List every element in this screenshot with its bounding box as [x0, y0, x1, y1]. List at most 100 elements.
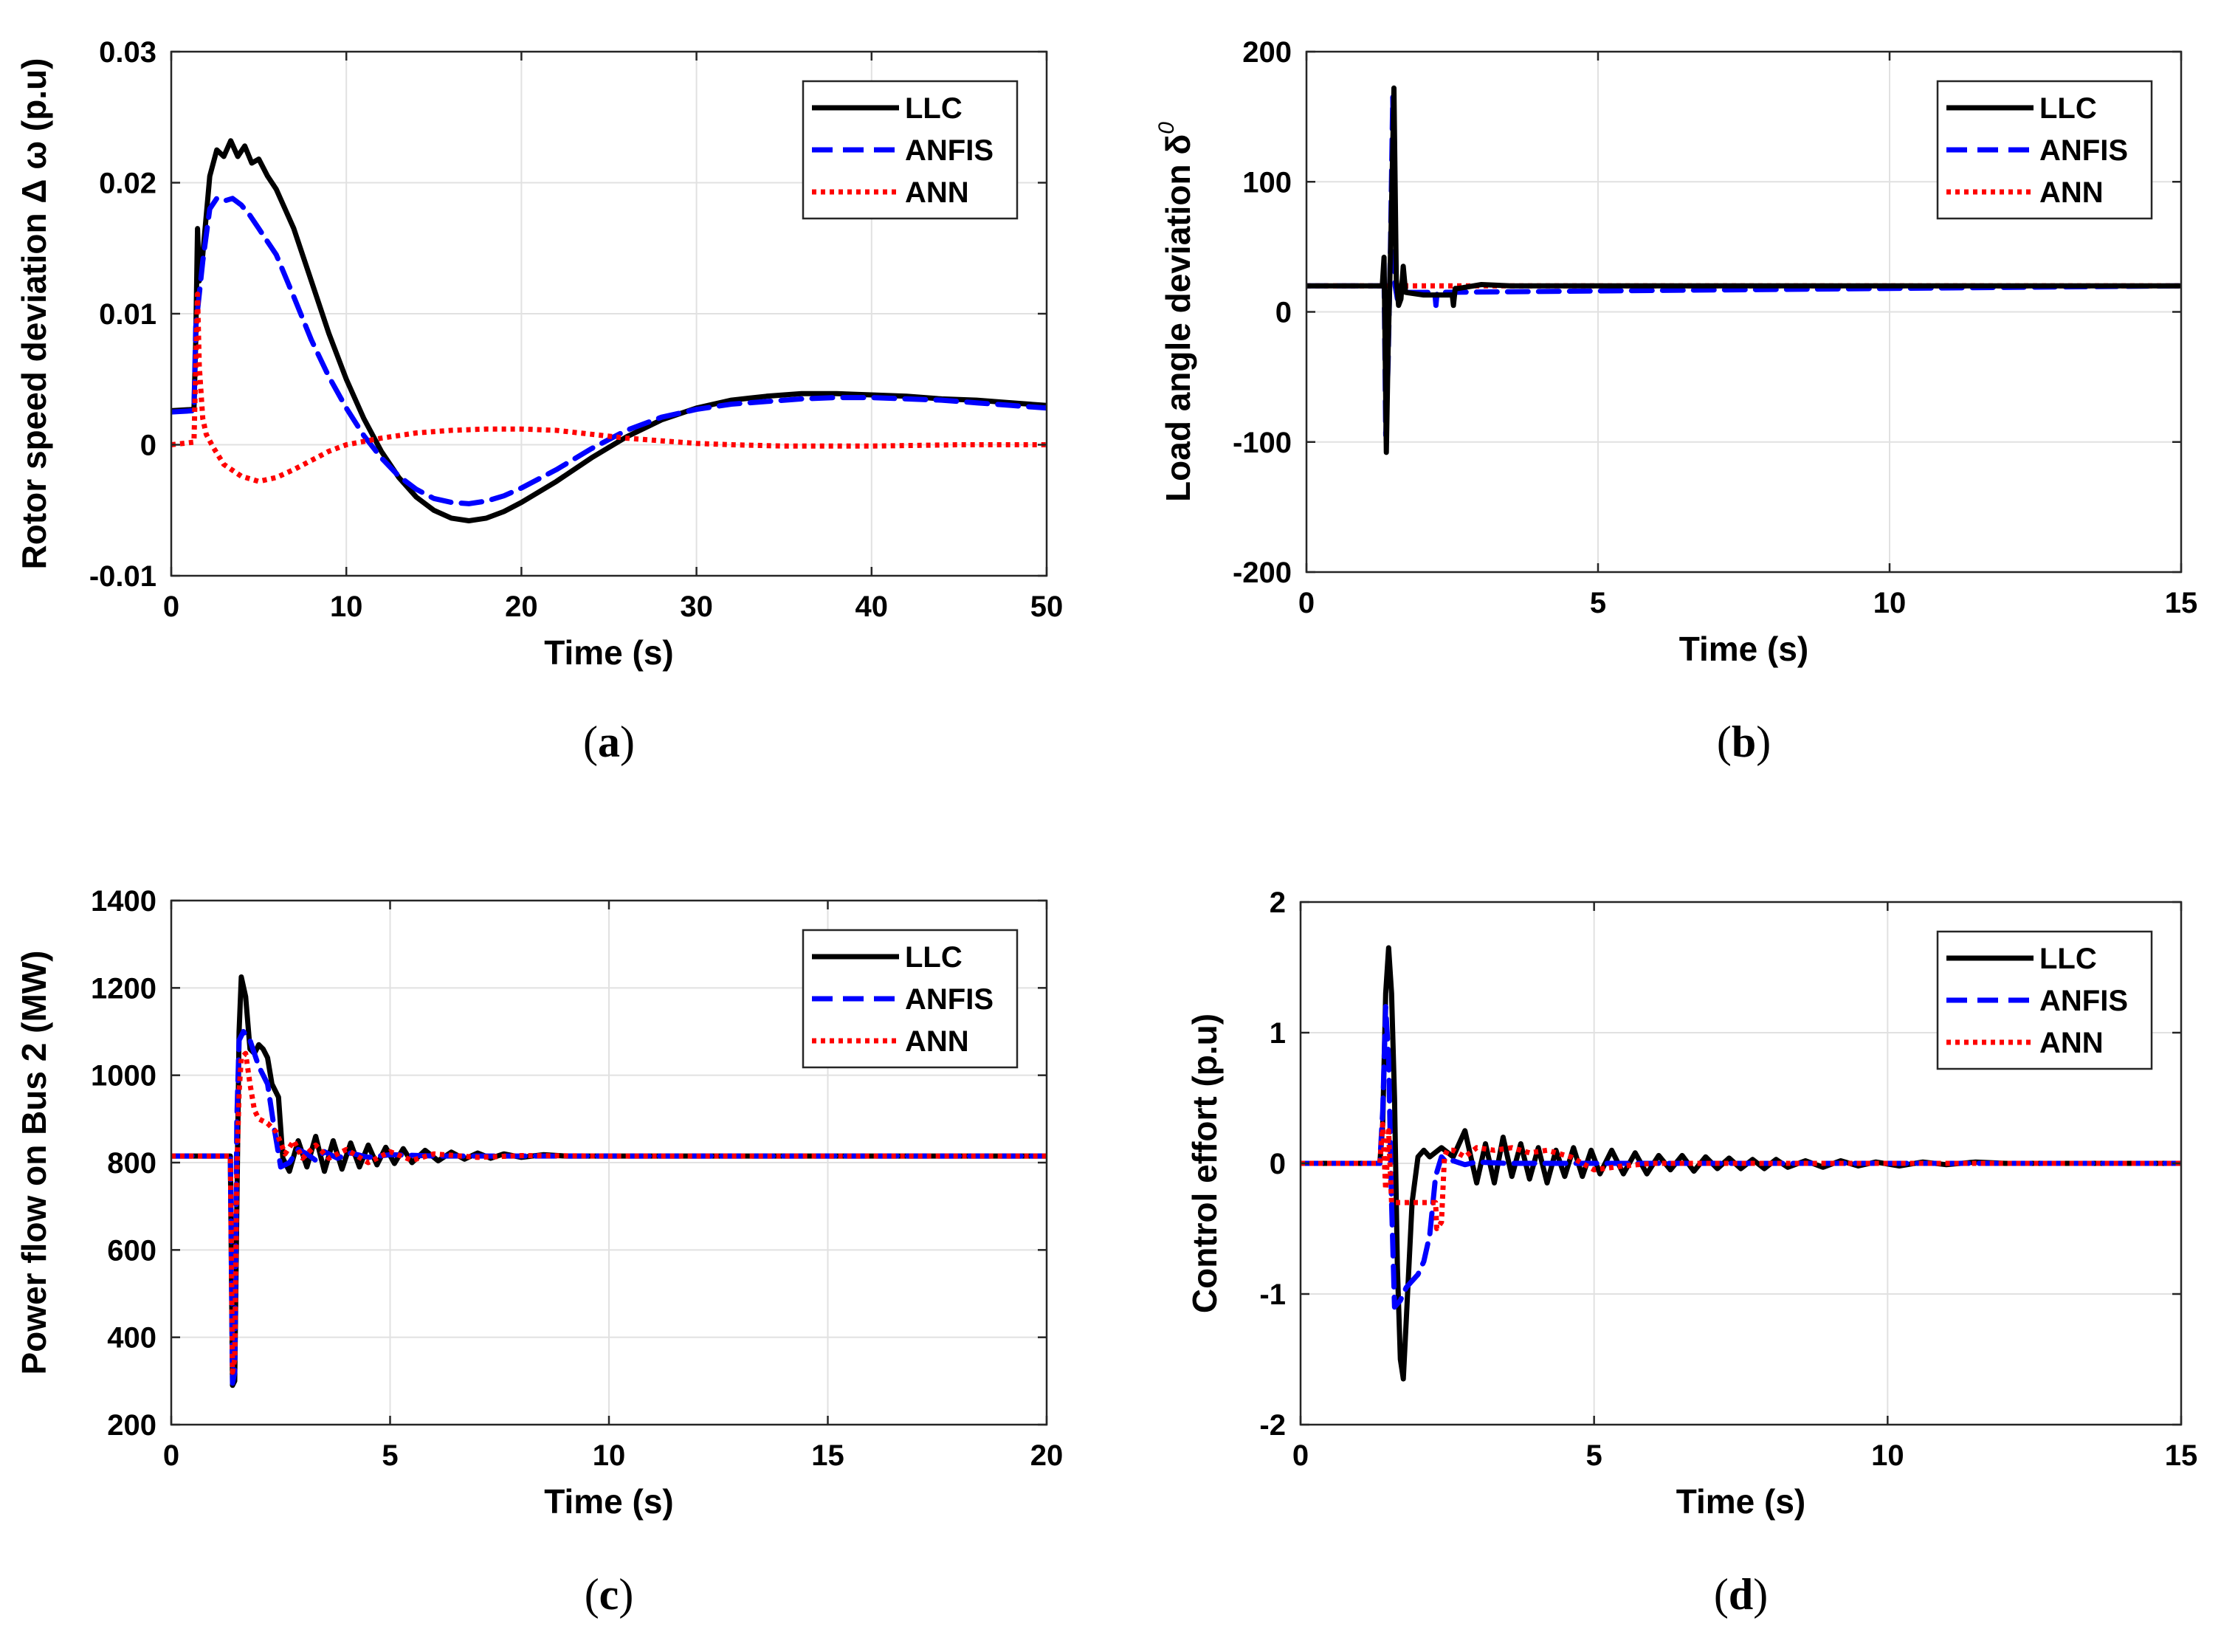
- legend: LLC ANFIS ANN: [802, 80, 1019, 220]
- series-line-ann: [1301, 1121, 2181, 1231]
- x-tick-label: 15: [2165, 1439, 2198, 1472]
- y-tick-label: -1: [1259, 1278, 1286, 1311]
- legend-label-llc: LLC: [905, 92, 963, 125]
- x-tick-label: 10: [1873, 587, 1907, 619]
- series-line-ann: [171, 291, 1047, 484]
- legend-label-ann: ANN: [2039, 176, 2104, 209]
- caption-paren: (: [585, 1570, 599, 1619]
- caption-paren: ): [1753, 1570, 1768, 1619]
- series-line-llc: [171, 138, 1047, 523]
- legend-label-anfis: ANFIS: [2039, 985, 2128, 1017]
- x-tick-label: 0: [1298, 587, 1315, 619]
- y-axis-label: Power flow on Bus 2 (MW): [15, 951, 53, 1375]
- legend-label-anfis: ANFIS: [905, 983, 994, 1016]
- legend-label-anfis: ANFIS: [905, 134, 994, 167]
- y-axis-label-text: Power flow on Bus 2 (MW): [15, 951, 53, 1375]
- caption-letter: a: [598, 717, 620, 766]
- y-axis-label: Load angle deviation δ0: [1154, 122, 1197, 502]
- series-group: [171, 974, 1047, 1388]
- caption-letter: c: [599, 1570, 619, 1619]
- caption-paren: ): [620, 717, 635, 766]
- y-tick-label: -0.01: [89, 560, 156, 593]
- legend-box: [1936, 930, 2153, 1070]
- y-tick-label: 1: [1270, 1017, 1286, 1050]
- y-tick-label: 0.02: [99, 168, 156, 200]
- y-tick-label: -200: [1233, 557, 1292, 589]
- chart-panel-d: 0 5 10 15 -2 -1 0 1 2 Time (s) Control effort (p.u…: [1185, 887, 2197, 1619]
- y-tick-label: -2: [1259, 1409, 1286, 1442]
- legend-box: [802, 929, 1019, 1069]
- caption-paren: ): [1756, 717, 1771, 766]
- series-group: [171, 138, 1047, 523]
- y-tick-label: 2: [1270, 887, 1286, 919]
- y-tick-label: 400: [107, 1322, 156, 1355]
- legend-label-llc: LLC: [2039, 92, 2097, 125]
- panel-caption: (c): [585, 1570, 634, 1619]
- y-tick-label: 0: [1270, 1148, 1286, 1180]
- y-axis-label: Control effort (p.u): [1185, 1013, 1224, 1313]
- legend-label-ann: ANN: [905, 176, 969, 209]
- series-line-llc: [1306, 85, 2181, 455]
- series-line-ann: [171, 1050, 1047, 1375]
- y-axis-label-superscript: 0: [1154, 122, 1179, 134]
- x-tick-label: 0: [1292, 1439, 1309, 1472]
- y-tick-label: 0: [1275, 297, 1292, 329]
- panel-caption: (d): [1714, 1570, 1768, 1619]
- y-tick-label: 800: [107, 1147, 156, 1180]
- y-tick-label: 200: [107, 1409, 156, 1442]
- x-axis-label: Time (s): [1679, 630, 1809, 668]
- x-axis-label: Time (s): [544, 1482, 674, 1521]
- series-group: [1306, 85, 2181, 455]
- chart-panel-c: 0 5 10 15 20 200 400 600 800 1000 1200 1400 Time (s)…: [15, 885, 1063, 1619]
- caption-letter: b: [1732, 717, 1756, 766]
- series-line-anfis: [171, 1029, 1047, 1386]
- series-line-anfis: [1301, 1004, 2181, 1310]
- caption-paren: (: [1714, 1570, 1729, 1619]
- x-tick-label: 5: [1586, 1439, 1602, 1472]
- y-axis-label-text: Load angle deviation δ: [1159, 134, 1197, 502]
- x-tick-label: 15: [811, 1439, 844, 1472]
- legend-box: [1936, 80, 2153, 220]
- legend-label-llc: LLC: [905, 941, 963, 974]
- x-tick-label: 20: [505, 591, 538, 623]
- x-tick-label: 0: [163, 1439, 179, 1472]
- x-tick-label: 30: [680, 591, 713, 623]
- legend: LLC ANFIS ANN: [1936, 930, 2153, 1070]
- legend: LLC ANFIS ANN: [802, 929, 1019, 1069]
- x-tick-label: 5: [382, 1439, 398, 1472]
- x-tick-label: 10: [330, 591, 363, 623]
- y-tick-label: 1000: [91, 1060, 156, 1092]
- y-axis-label-text: Rotor speed deviation Δ ω (p.u): [15, 58, 53, 570]
- series-line-llc: [171, 974, 1047, 1388]
- legend-box: [802, 80, 1019, 220]
- x-tick-label: 50: [1030, 591, 1064, 623]
- caption-letter: d: [1729, 1570, 1753, 1619]
- x-tick-label: 5: [1590, 587, 1606, 619]
- x-axis-label: Time (s): [1676, 1482, 1806, 1521]
- y-tick-label: -100: [1233, 427, 1292, 459]
- x-axis-label: Time (s): [544, 633, 674, 672]
- y-tick-label: 600: [107, 1234, 156, 1267]
- y-tick-label: 100: [1242, 166, 1292, 199]
- y-tick-label: 1200: [91, 972, 156, 1005]
- caption-paren: (: [583, 717, 598, 766]
- x-tick-label: 20: [1030, 1439, 1064, 1472]
- panel-caption: (a): [583, 717, 635, 766]
- legend: LLC ANFIS ANN: [1936, 80, 2153, 220]
- y-tick-label: 0.03: [99, 36, 156, 69]
- legend-label-ann: ANN: [2039, 1027, 2104, 1059]
- x-tick-label: 15: [2165, 587, 2198, 619]
- chart-panel-b: 0 5 10 15 -200 -100 0 100 200 Time (s) Load angle …: [1154, 36, 2197, 766]
- y-tick-label: 1400: [91, 885, 156, 918]
- legend-label-anfis: ANFIS: [2039, 134, 2128, 167]
- legend-label-ann: ANN: [905, 1025, 969, 1058]
- y-tick-label: 0.01: [99, 298, 156, 331]
- y-tick-label: 200: [1242, 36, 1292, 69]
- series-group: [1301, 945, 2181, 1382]
- x-tick-label: 0: [163, 591, 179, 623]
- x-tick-label: 10: [593, 1439, 626, 1472]
- x-tick-label: 40: [855, 591, 889, 623]
- caption-paren: ): [619, 1570, 633, 1619]
- legend-label-llc: LLC: [2039, 943, 2097, 975]
